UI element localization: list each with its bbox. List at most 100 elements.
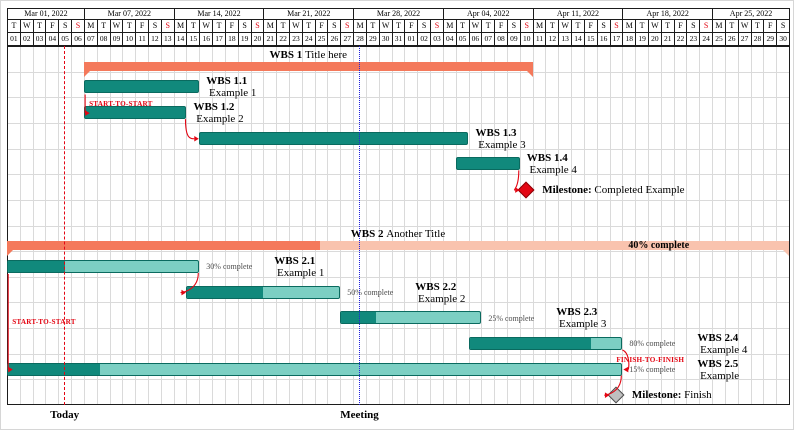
day-letter-cell: S: [237, 20, 251, 33]
day-number-cell: 27: [340, 33, 354, 46]
week-header-cell: Apr 04, 2022: [442, 8, 533, 20]
group-bar-fang-right-icon: [526, 70, 533, 77]
task-progress-label: 15% complete: [629, 365, 676, 375]
meeting-line: [358, 46, 360, 405]
day-letter-cell: M: [442, 20, 456, 33]
day-number-cell: 23: [289, 33, 302, 46]
day-letter-cell: W: [199, 20, 213, 33]
day-number-cell: 26: [724, 33, 738, 46]
task-label: 15% complete WBS 2.5 Example: [629, 358, 739, 382]
day-number-cell: 31: [391, 33, 405, 46]
grid-line-horizontal: [7, 302, 789, 304]
today-line: [63, 46, 65, 405]
day-number-cell: 20: [250, 33, 264, 46]
day-letter-cell: S: [699, 20, 713, 33]
task-label: WBS 1.4 Example 4: [527, 152, 577, 176]
task-bar-completed: [8, 260, 66, 272]
day-number-cell: 12: [148, 33, 161, 46]
day-number-cell: 21: [660, 33, 674, 46]
grid-line-horizontal: [7, 148, 789, 150]
day-number-cell: 29: [763, 33, 777, 46]
day-letter-cell: T: [660, 20, 674, 33]
day-number-cell: 09: [109, 33, 123, 46]
grid-line-horizontal: [7, 328, 789, 330]
task-name-bold: WBS 1.4: [526, 152, 568, 165]
milestone-label-bold: Milestone:: [631, 389, 682, 402]
task-name: WBS 1.2 Example 2: [193, 101, 244, 126]
day-letter-cell: S: [417, 20, 431, 33]
day-number-cell: 22: [276, 33, 290, 46]
day-letter-cell: W: [558, 20, 572, 33]
day-letter-cell: M: [173, 20, 187, 33]
day-number-cell: 18: [224, 33, 238, 46]
day-number-cell: 13: [160, 33, 174, 46]
day-letter-cell: W: [289, 20, 302, 33]
day-number-cell: 12: [545, 33, 559, 46]
day-number-cell: 26: [327, 33, 341, 46]
link-arrowhead-icon: [194, 135, 199, 142]
day-letter-cell: T: [750, 20, 764, 33]
day-number-cell: 18: [622, 33, 636, 46]
day-number-cell: 07: [83, 33, 97, 46]
day-number-cell: 10: [519, 33, 533, 46]
day-number-cell: 11: [135, 33, 148, 46]
task-bar: [83, 80, 200, 94]
day-number-cell: 04: [442, 33, 456, 46]
day-number-cell: 06: [71, 33, 84, 46]
day-letter-cell: S: [506, 20, 520, 33]
day-number-cell: 16: [199, 33, 213, 46]
group-bar-completed: [7, 241, 320, 251]
task-name: WBS 2.2 Example 2: [415, 280, 466, 305]
day-letter-cell: T: [7, 20, 20, 33]
day-letter-cell: F: [135, 20, 148, 33]
day-letter-cell: W: [109, 20, 123, 33]
day-letter-cell: T: [571, 20, 584, 33]
group-progress-label: 40% complete: [628, 240, 690, 252]
task-progress-label: 50% complete: [347, 288, 394, 298]
day-letter-cell: S: [686, 20, 700, 33]
day-number-cell: 15: [583, 33, 597, 46]
task-label: WBS 1.1 Example 1: [206, 75, 256, 99]
day-number-cell: 06: [468, 33, 482, 46]
day-number-cell: 03: [32, 33, 46, 46]
day-number-cell: 09: [506, 33, 520, 46]
day-letter-cell: W: [19, 20, 33, 33]
day-letter-cell: T: [301, 20, 315, 33]
day-number-cell: 19: [237, 33, 251, 46]
link-label: START-TO-START: [89, 99, 153, 108]
day-number-cell: 11: [532, 33, 546, 46]
day-letter-cell: S: [430, 20, 443, 33]
day-number-cell: 15: [186, 33, 200, 46]
task-name-bold: WBS 1.2: [193, 101, 235, 114]
task-bar-completed: [469, 337, 591, 349]
task-bar: [199, 131, 469, 145]
day-number-cell: 22: [673, 33, 687, 46]
task-name-bold: WBS 2.2: [415, 280, 457, 293]
task-name: WBS 2.3 Example 3: [556, 306, 607, 331]
grid-line-horizontal: [7, 225, 789, 227]
week-header-cell: Apr 11, 2022: [532, 8, 623, 20]
day-number-cell: 14: [571, 33, 584, 46]
day-letter-cell: S: [58, 20, 72, 33]
header-right-border: [789, 8, 790, 46]
day-number-cell: 13: [558, 33, 572, 46]
day-letter-cell: T: [212, 20, 225, 33]
day-letter-cell: T: [545, 20, 559, 33]
day-number-cell: 02: [19, 33, 33, 46]
week-header-cell: Mar 01, 2022: [7, 8, 84, 20]
task-label: 25% complete WBS 2.3 Example 3: [488, 306, 606, 330]
day-letter-cell: S: [148, 20, 161, 33]
day-letter-cell: T: [635, 20, 648, 33]
day-letter-cell: W: [737, 20, 751, 33]
day-letter-cell: M: [83, 20, 97, 33]
group-bar: [7, 241, 789, 257]
day-letter-cell: T: [96, 20, 110, 33]
task-bar: [83, 106, 187, 120]
day-number-cell: 17: [609, 33, 623, 46]
task-bar: [340, 311, 482, 325]
task-progress-label: 25% complete: [488, 313, 535, 323]
day-number-cell: 14: [173, 33, 187, 46]
link-arrowhead-icon: [181, 289, 186, 296]
day-letter-cell: F: [763, 20, 777, 33]
